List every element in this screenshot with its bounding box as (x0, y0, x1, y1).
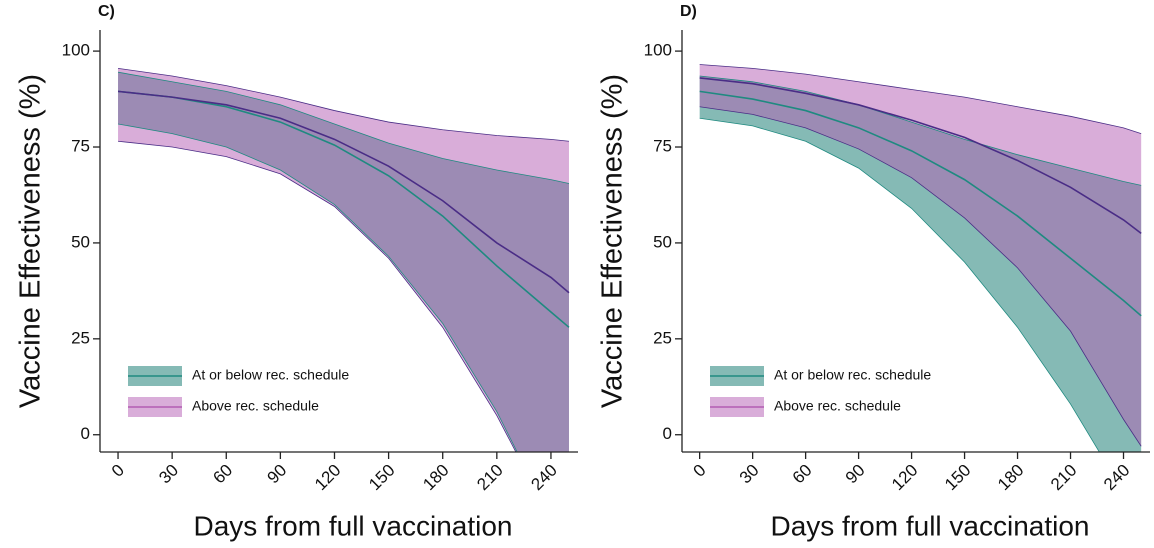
band-edge (117, 123, 518, 452)
band-edge (699, 117, 1100, 452)
y-tick-label: 50 (653, 232, 672, 251)
band-edge (117, 71, 570, 184)
x-axis-title: Days from full vaccination (193, 510, 512, 541)
mean-line (699, 90, 1142, 317)
band-edge (699, 64, 1142, 134)
panel-label: D) (680, 3, 697, 20)
legend-label: At or below rec. schedule (192, 367, 349, 383)
x-tick-label: 120 (311, 461, 344, 494)
y-axis-title: Vaccine Effectiveness (%) (15, 74, 47, 408)
band-edge (699, 106, 1142, 447)
y-tick-label: 0 (81, 424, 90, 443)
x-axis-title: Days from full vaccination (770, 510, 1089, 541)
y-tick-label: 25 (653, 328, 672, 347)
panel: 0 25 50 75 100 0 30 60 90 120 150 180 210 240 C) Vaccin… (15, 3, 578, 541)
mean-line (117, 90, 570, 328)
legend-label: At or below rec. schedule (774, 367, 931, 383)
x-tick-label: 210 (1047, 461, 1080, 494)
y-tick-label: 75 (71, 136, 90, 155)
y-tick-label: 50 (71, 232, 90, 251)
x-tick-label: 0 (690, 461, 710, 481)
x-tick-label: 90 (264, 461, 291, 488)
mean-line (117, 90, 570, 294)
x-tick-label: 30 (736, 461, 763, 488)
x-tick-label: 180 (419, 461, 452, 494)
band-edge (117, 140, 517, 452)
x-tick-label: 60 (209, 461, 236, 488)
x-tick-label: 150 (941, 461, 974, 494)
y-axis-title: Vaccine Effectiveness (%) (597, 74, 629, 408)
x-tick-label: 180 (994, 461, 1027, 494)
band-edge (117, 67, 570, 142)
y-tick-label: 0 (663, 424, 672, 443)
x-tick-label: 90 (842, 461, 869, 488)
plot-area (117, 67, 570, 452)
mean-line (699, 77, 1142, 234)
panel: 0 25 50 75 100 0 30 60 90 120 150 180 210 240 D) Vaccin… (597, 3, 1150, 541)
x-tick-label: 150 (365, 461, 398, 494)
confidence-band (699, 64, 1142, 447)
x-tick-label: 240 (1100, 461, 1133, 494)
x-tick-label: 240 (527, 461, 560, 494)
x-tick-label: 210 (473, 461, 506, 494)
x-tick-label: 120 (888, 461, 921, 494)
y-tick-label: 75 (653, 136, 672, 155)
legend-label: Above rec. schedule (192, 398, 319, 414)
plot-area (699, 64, 1142, 452)
y-tick-label: 100 (62, 41, 90, 60)
panel-label: C) (98, 3, 115, 20)
y-tick-label: 100 (644, 41, 672, 60)
x-tick-label: 30 (155, 461, 182, 488)
band-edge (699, 75, 1142, 186)
y-tick-label: 25 (71, 328, 90, 347)
confidence-band (118, 68, 569, 452)
x-tick-label: 60 (789, 461, 816, 488)
x-tick-label: 0 (108, 461, 128, 481)
legend-label: Above rec. schedule (774, 398, 901, 414)
